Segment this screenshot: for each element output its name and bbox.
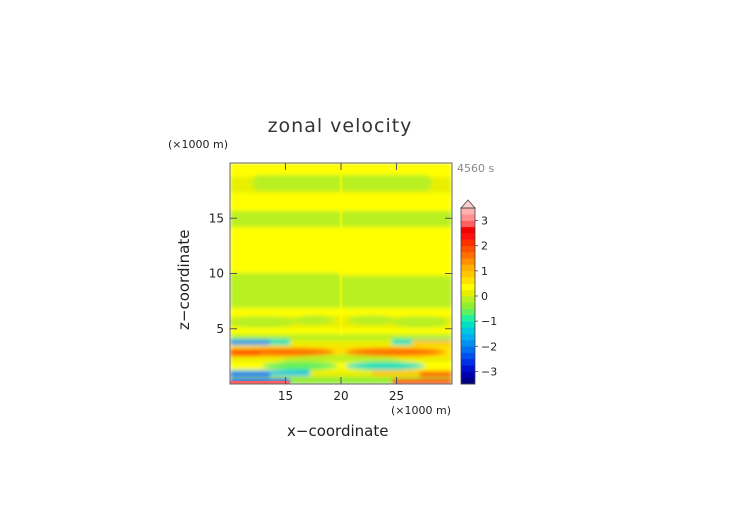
colorbar-segment bbox=[461, 296, 475, 303]
colorbar-extend-triangle bbox=[460, 199, 476, 209]
colorbar-segment bbox=[461, 283, 475, 291]
colorbar-tick-label: −2 bbox=[481, 340, 497, 353]
y-tick-label: 10 bbox=[209, 267, 224, 281]
colorbar-segment bbox=[461, 327, 475, 335]
y-tick-label: 15 bbox=[209, 211, 224, 225]
colorbar-segment bbox=[461, 277, 475, 284]
x-tick-label: 25 bbox=[389, 389, 404, 403]
y-axis: 5 10 15 bbox=[209, 211, 452, 336]
colorbar-segment bbox=[461, 371, 475, 379]
colorbar-segment bbox=[461, 358, 475, 366]
colorbar-segment bbox=[461, 270, 475, 278]
heatmap-field bbox=[230, 163, 452, 384]
colorbar-segment bbox=[461, 208, 475, 215]
colorbar-tick-label: 0 bbox=[481, 290, 488, 303]
colorbar-tick-label: −3 bbox=[481, 365, 497, 378]
colorbar-segment bbox=[461, 308, 475, 316]
colorbar-segment bbox=[461, 302, 475, 309]
chart-title: zonal velocity bbox=[267, 115, 413, 137]
colorbar-segment bbox=[461, 233, 475, 240]
y-axis-unit: (×1000 m) bbox=[168, 138, 229, 151]
x-axis: 15 20 25 bbox=[278, 163, 404, 403]
colorbar-segment bbox=[461, 333, 475, 341]
colorbar-tick-label: −1 bbox=[481, 315, 497, 328]
colorbar: 3 2 1 0 −1 −2 −3 bbox=[460, 199, 497, 385]
colorbar-segment bbox=[461, 340, 475, 347]
colorbar-segment bbox=[461, 321, 475, 328]
colorbar-tick-label: 2 bbox=[481, 240, 488, 253]
x-axis-unit: (×1000 m) bbox=[391, 404, 452, 417]
colorbar-segment bbox=[461, 377, 475, 385]
colorbar-segment bbox=[461, 314, 475, 322]
colorbar-segment bbox=[461, 214, 475, 221]
colorbar-tick-label: 3 bbox=[481, 215, 488, 228]
colorbar-segment bbox=[461, 258, 475, 265]
colorbar-segment bbox=[461, 289, 475, 297]
colorbar-segment bbox=[461, 346, 475, 353]
colorbar-segment bbox=[461, 365, 475, 372]
colorbar-segment bbox=[461, 264, 475, 272]
colorbar-tick-label: 1 bbox=[481, 265, 488, 278]
colorbar-segment bbox=[461, 352, 475, 360]
x-tick-label: 20 bbox=[333, 389, 348, 403]
x-axis-title: x−coordinate bbox=[287, 422, 389, 440]
x-tick-label: 15 bbox=[278, 389, 293, 403]
time-label: 4560 s bbox=[457, 162, 495, 175]
colorbar-segment bbox=[461, 220, 475, 228]
colorbar-segment bbox=[461, 245, 475, 253]
y-tick-label: 5 bbox=[216, 322, 224, 336]
colorbar-segment bbox=[461, 226, 475, 234]
colorbar-segment bbox=[461, 252, 475, 259]
colorbar-segment bbox=[461, 239, 475, 247]
